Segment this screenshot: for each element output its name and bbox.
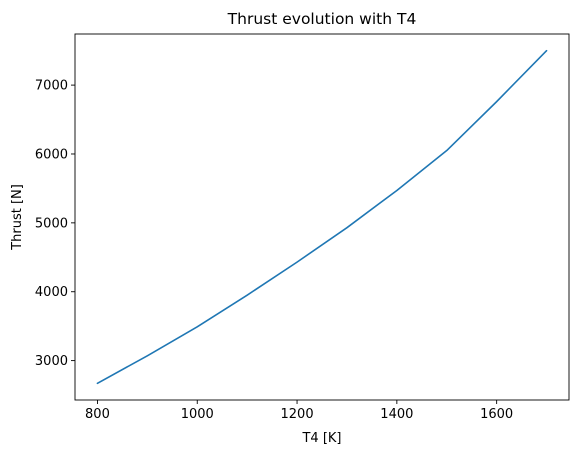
x-tick-label: 1200 (281, 407, 314, 422)
y-tick-label: 6000 (35, 147, 68, 162)
y-tick-label: 3000 (35, 354, 68, 369)
axes-frame (74, 33, 570, 401)
x-tick-label: 800 (85, 407, 110, 422)
x-tick-label: 1000 (181, 407, 214, 422)
y-tick-label: 5000 (35, 216, 68, 231)
chart-title: Thrust evolution with T4 (227, 10, 417, 28)
x-tick-label: 1600 (480, 407, 513, 422)
x-axis-label: T4 [K] (301, 431, 341, 446)
y-axis-label: Thrust [N] (10, 184, 25, 251)
y-tick-label: 7000 (35, 79, 68, 94)
series-line (96, 49, 548, 385)
plot-area: 800 1000 1200 1400 1600 3000 4000 5000 6000 7000 (35, 49, 548, 422)
x-tick-label: 1400 (380, 407, 413, 422)
y-tick-label: 4000 (35, 285, 68, 300)
